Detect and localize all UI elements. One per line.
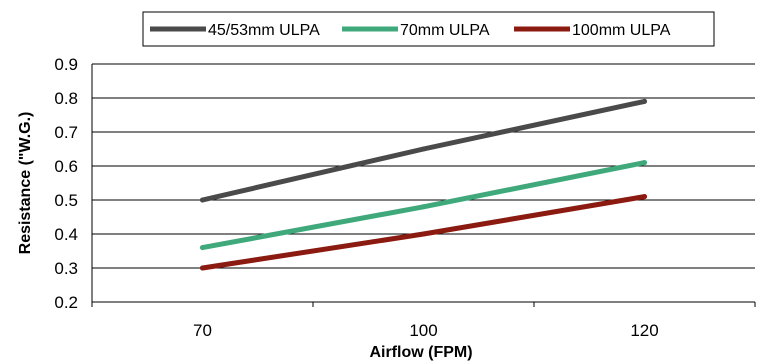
x-tick-label: 120 [630,321,658,340]
plot-area: 0.2 0.3 0.4 0.5 0.6 0.7 0.8 0.9 70 100 120 [54,55,756,340]
series-2 [200,160,647,251]
legend-label: 45/53mm ULPA [208,22,320,39]
y-tick-label: 0.7 [54,123,78,142]
y-tick-label: 0.8 [54,89,78,108]
data-point [642,98,647,104]
data-point [421,231,426,237]
data-point [200,197,205,203]
y-axis-title: Resistance ("W.G.) [17,112,34,255]
legend-label: 100mm ULPA [572,22,671,39]
y-tick-label: 0.5 [54,191,78,210]
data-point [642,160,647,166]
legend-label: 70mm ULPA [400,22,490,39]
series-3 [200,194,647,271]
legend-box [142,11,715,47]
x-tick-label: 70 [193,321,212,340]
y-tick-label: 0.3 [54,259,78,278]
x-axis-title: Airflow (FPM) [369,344,472,361]
data-point [200,265,205,271]
data-point [200,245,205,251]
x-tick-label: 100 [409,321,437,340]
y-tick-label: 0.2 [54,293,78,312]
legend: 45/53mm ULPA 70mm ULPA 100mm ULPA [142,11,715,47]
data-point [421,204,426,210]
data-point [421,146,426,152]
y-tick-label: 0.6 [54,157,78,176]
y-tick-label: 0.4 [54,225,78,244]
data-point [642,194,647,200]
series-1 [200,98,647,203]
y-tick-label: 0.9 [54,55,78,74]
